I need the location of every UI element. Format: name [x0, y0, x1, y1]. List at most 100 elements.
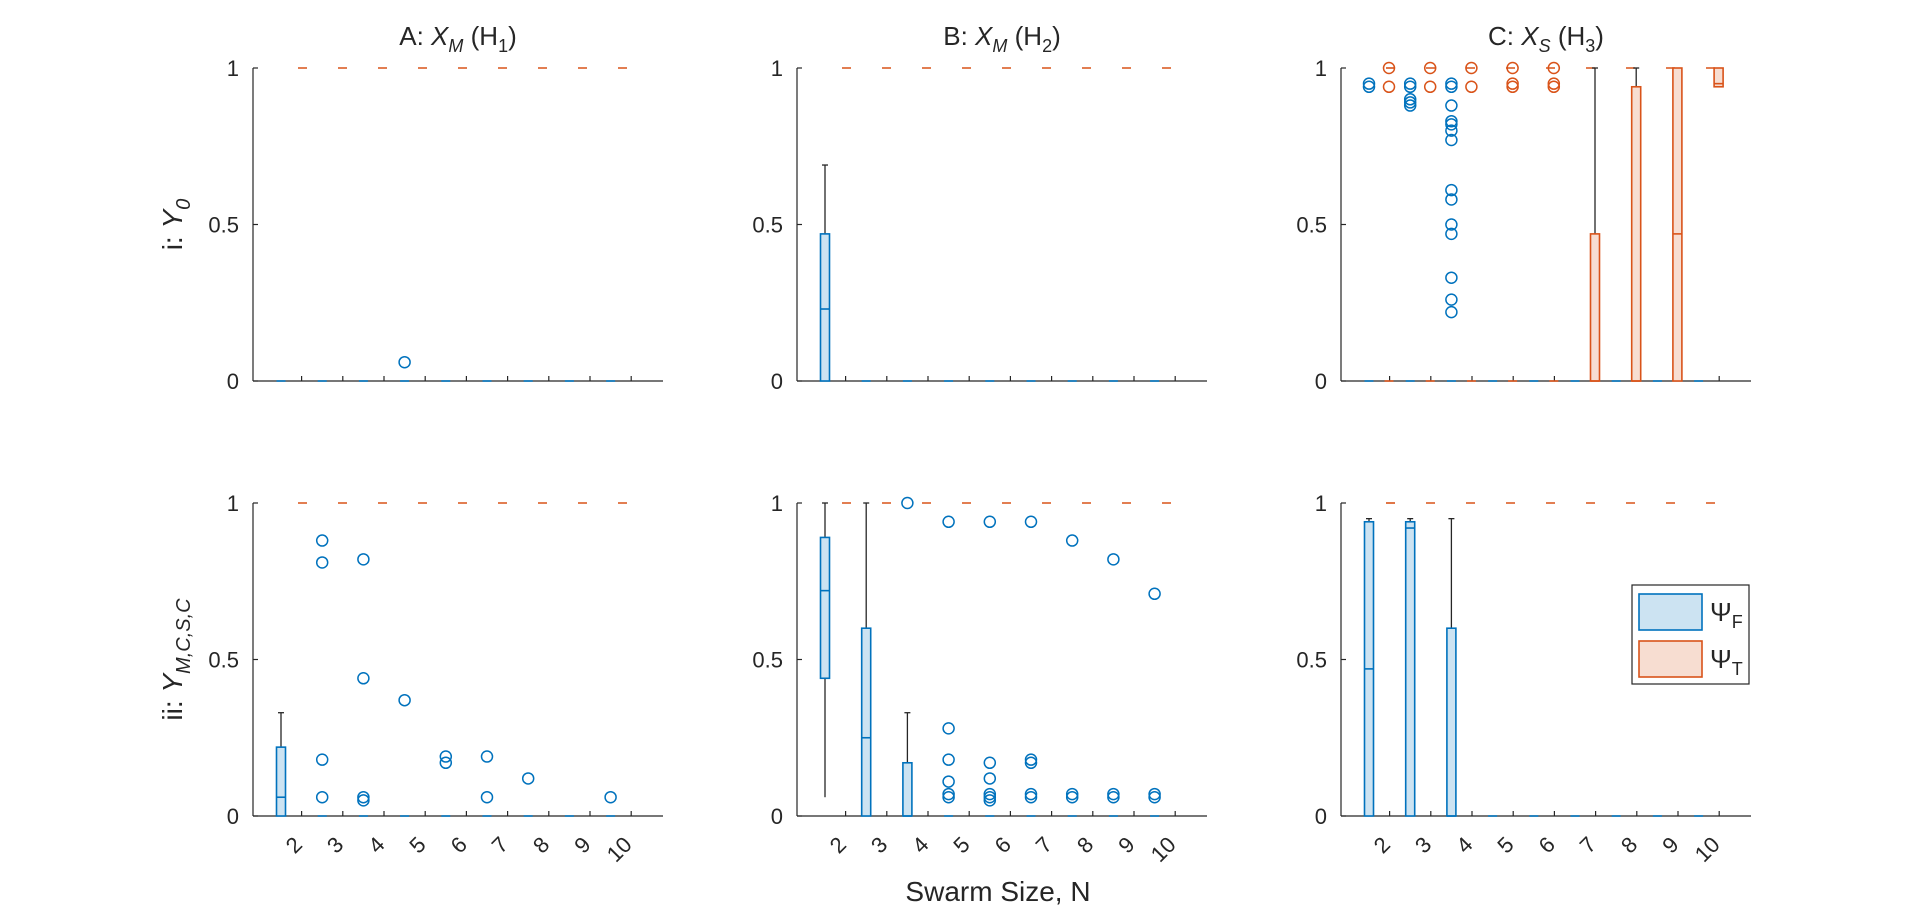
x-tick-label: 4: [907, 832, 933, 858]
x-axis-label: Swarm Size, N: [905, 876, 1090, 907]
y-tick-label: 1: [227, 56, 239, 81]
outlier: [1148, 787, 1161, 801]
outlier: [1403, 80, 1417, 94]
outlier: [1506, 77, 1519, 90]
x-tick-label: 5: [404, 832, 430, 858]
panel-3: 0 0.5 1 2 3 4 5 6 7 8 9 10: [208, 491, 663, 867]
x-tick-label: 7: [487, 832, 513, 858]
box-F-8: [1065, 534, 1079, 817]
box: [1713, 67, 1724, 88]
outlier: [1423, 61, 1437, 75]
box: [275, 746, 287, 817]
box-T-2: [1382, 61, 1396, 382]
outlier: [942, 722, 955, 735]
outlier: [942, 775, 955, 788]
outlier: [357, 794, 370, 807]
box-T-10: [1713, 67, 1724, 88]
x-tick-label: 4: [363, 832, 389, 858]
x-tick-label: 5: [1492, 832, 1518, 858]
outlier: [1065, 787, 1079, 801]
x-tick-label: 2: [825, 832, 851, 858]
legend-swatch-T: [1638, 640, 1703, 678]
box-F-4: [357, 553, 370, 817]
x-tick-label: 9: [1113, 832, 1139, 858]
y-tick-label: 0: [227, 804, 239, 829]
x-tick-label: 10: [1690, 832, 1725, 867]
y-tick-label: 1: [771, 491, 783, 516]
outlier: [1362, 77, 1376, 90]
y-tick-label: 0.5: [1296, 213, 1327, 238]
outlier: [1445, 183, 1458, 197]
box-F-5: [398, 693, 411, 817]
outlier: [983, 515, 997, 529]
outlier: [357, 553, 370, 566]
box-F-6: [983, 515, 997, 817]
box-F-5: [398, 355, 411, 382]
box: [1672, 67, 1683, 382]
outlier: [480, 790, 494, 804]
x-tick-label: 6: [1534, 832, 1560, 858]
box-F-3: [1404, 518, 1416, 817]
y-tick-label: 0.5: [1296, 648, 1327, 673]
box-F-4: [1446, 518, 1457, 817]
outlier: [1423, 80, 1437, 94]
outlier: [983, 794, 997, 807]
x-tick-label: 2: [281, 832, 307, 858]
panel-title: B: XM (H2): [943, 21, 1061, 56]
outlier: [357, 790, 370, 804]
y-tick-label: 0.5: [752, 213, 783, 238]
x-tick-label: 9: [1657, 832, 1683, 858]
y-tick-label: 1: [771, 56, 783, 81]
box-F-9: [1107, 553, 1120, 817]
x-tick-label: 9: [569, 832, 595, 858]
y-tick-label: 0: [1315, 804, 1327, 829]
box: [819, 536, 831, 680]
row-label-0: i: Y0: [157, 199, 195, 251]
x-tick-label: 10: [1146, 832, 1181, 867]
x-tick-label: 10: [602, 832, 637, 867]
outlier: [1024, 756, 1038, 770]
outlier: [942, 787, 955, 801]
outlier: [315, 556, 329, 569]
box: [1630, 85, 1642, 382]
box-F-8: [521, 772, 535, 817]
y-tick-label: 0: [227, 369, 239, 394]
box-F-4: [1445, 77, 1458, 382]
outlier: [1445, 124, 1458, 137]
box: [902, 761, 913, 817]
outlier: [1445, 114, 1458, 128]
box: [1446, 627, 1457, 817]
x-tick-label: 7: [1575, 832, 1601, 858]
outlier: [439, 756, 453, 770]
x-tick-label: 6: [446, 832, 472, 858]
outlier: [1445, 218, 1458, 231]
outlier: [315, 753, 329, 766]
outlier: [1107, 787, 1120, 801]
outlier: [942, 753, 955, 766]
box-F-3: [315, 534, 329, 817]
outlier: [1445, 271, 1458, 284]
x-tick-label: 6: [990, 832, 1016, 858]
outlier: [901, 496, 914, 510]
outlier: [1506, 61, 1519, 75]
panel-2: 0 0.5 1 C: XS (H3): [1296, 21, 1751, 394]
outlier: [315, 790, 329, 804]
outlier: [1547, 80, 1561, 94]
box-F-4: [901, 496, 914, 817]
outlier: [604, 790, 617, 804]
row-label-1: ii: YM,C,S,C: [157, 598, 195, 721]
panel-4: 0 0.5 1 2 3 4 5 6 7 8 9 10: [752, 491, 1207, 867]
x-tick-label: 7: [1031, 832, 1057, 858]
box-F-5: [942, 515, 955, 817]
outlier: [1382, 80, 1396, 94]
y-tick-label: 0.5: [752, 648, 783, 673]
outlier: [398, 355, 411, 369]
box-F-2: [1362, 77, 1376, 382]
outlier: [1024, 790, 1038, 804]
outlier: [942, 790, 955, 804]
x-tick-label: 8: [528, 832, 554, 858]
outlier: [1445, 118, 1458, 131]
outlier: [439, 750, 453, 763]
outlier: [983, 772, 997, 785]
outlier: [1403, 96, 1417, 109]
